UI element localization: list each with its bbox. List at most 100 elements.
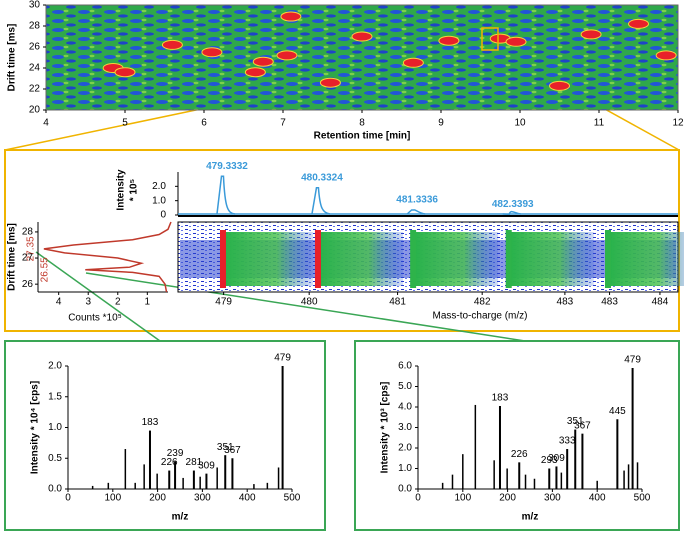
peak-label: 293 — [541, 455, 558, 466]
peak — [502, 210, 521, 216]
peak-label: 183 — [142, 417, 159, 428]
x-tick-label: 100 — [104, 493, 121, 504]
y-tick-label: 5.0 — [398, 381, 412, 392]
axis-title: Drift time [ms] — [7, 223, 18, 291]
spectrum-frame — [4, 340, 326, 531]
y-tick-label: 1.0 — [152, 195, 166, 206]
peak-label: 26.55 — [40, 257, 51, 282]
y-tick-label: 27 — [22, 253, 34, 264]
x-tick-label: 300 — [194, 493, 211, 504]
x-tick-label: 484 — [652, 297, 669, 308]
peak-label: 239 — [167, 448, 184, 459]
x-tick-label: 2 — [115, 297, 121, 308]
y-axis-title: Intensity — [116, 169, 127, 211]
axis-title: Intensity * 10⁴ [cps] — [30, 381, 41, 474]
peak-label: 309 — [548, 453, 565, 464]
y-tick-label: 0.5 — [48, 453, 62, 464]
peak — [406, 209, 426, 215]
y-tick-label: 1.0 — [398, 463, 412, 474]
axis-title: Drift time [ms] — [7, 24, 18, 92]
y-axis-title: * 10⁵ — [129, 178, 140, 201]
link-line — [85, 272, 526, 342]
hot-spot — [280, 11, 302, 22]
hot-spot — [276, 50, 298, 61]
hot-spot — [655, 50, 677, 61]
x-tick-label: 5 — [122, 118, 128, 129]
peak-label: 479 — [624, 355, 641, 366]
hot-spot — [580, 29, 602, 40]
axis-title: Intensity * 10³ [cps] — [380, 382, 391, 474]
mobility-trail — [413, 232, 499, 286]
x-tick-label: 500 — [284, 493, 301, 504]
y-tick-label: 2.0 — [48, 361, 62, 372]
peak-label: 226 — [511, 449, 528, 460]
hot-spot — [505, 36, 527, 47]
y-tick-label: 2.0 — [152, 181, 166, 192]
x-tick-label: 480 — [301, 297, 318, 308]
hot-spot — [402, 57, 424, 68]
x-tick-label: 9 — [438, 118, 444, 129]
peak-label: 351 — [567, 416, 584, 427]
x-axis-title: m/z — [522, 512, 539, 523]
x-tick-label: 4 — [56, 297, 62, 308]
y-tick-label: 6.0 — [398, 361, 412, 372]
x-axis-title: Counts *10⁵ — [68, 313, 122, 324]
mobility-stripe — [219, 230, 226, 288]
y-tick-label: 20 — [29, 105, 41, 116]
x-tick-label: 400 — [239, 493, 256, 504]
hot-spot — [252, 56, 274, 67]
y-tick-label: 3.0 — [398, 422, 412, 433]
hot-spot — [351, 31, 373, 42]
mobility-trail — [222, 232, 313, 286]
x-tick-label: 300 — [544, 493, 561, 504]
mobilogram — [43, 221, 172, 293]
y-tick-label: 1.0 — [48, 422, 62, 433]
x-tick-label: 8 — [359, 118, 365, 129]
x-tick-label: 479 — [215, 297, 232, 308]
x-axis-title: Mass-to-charge (m/z) — [432, 311, 527, 322]
y-tick-label: 0.0 — [398, 484, 412, 495]
hot-spot — [201, 47, 223, 58]
x-tick-label: 200 — [499, 493, 516, 504]
mobility-trail — [608, 232, 684, 286]
x-tick-label: 482 — [474, 297, 491, 308]
hot-spot — [161, 39, 183, 50]
peak-label: 482.3393 — [492, 199, 534, 210]
x-tick-label: 6 — [201, 118, 207, 129]
mobility-stripe — [410, 230, 417, 288]
hot-spot — [438, 35, 460, 46]
peak-label: 226 — [161, 457, 178, 468]
hot-spot — [319, 77, 341, 88]
x-axis-title: Retention time [min] — [314, 131, 411, 142]
x-tick-label: 0 — [415, 493, 421, 504]
heatmap-background — [45, 4, 679, 111]
mobility-trail — [317, 232, 403, 286]
x-tick-label: 11 — [594, 118, 605, 129]
x-tick-label: 1 — [145, 297, 151, 308]
mobility-stripe — [314, 230, 321, 288]
x-tick-label: 100 — [454, 493, 471, 504]
y-tick-label: 28 — [29, 21, 41, 32]
y-tick-label: 30 — [29, 0, 41, 11]
peak-label: 480.3324 — [301, 172, 343, 183]
hot-spot — [114, 67, 136, 78]
y-tick-label: 26 — [22, 279, 34, 290]
x-axis-title: m/z — [172, 512, 189, 523]
x-tick-label: 0 — [65, 493, 71, 504]
y-tick-label: 4.0 — [398, 402, 412, 413]
y-tick-label: 2.0 — [398, 443, 412, 454]
mobility-trail — [508, 232, 594, 286]
peak-label: 479 — [274, 353, 291, 364]
x-tick-label: 4 — [43, 118, 49, 129]
x-tick-label: 483 — [557, 297, 574, 308]
y-tick-label: 1.5 — [48, 391, 62, 402]
peak-label: 481.3336 — [396, 195, 438, 206]
x-tick-label: 200 — [149, 493, 166, 504]
peak-label: 333 — [559, 436, 576, 447]
hot-spot — [549, 80, 570, 91]
y-tick-label: 24 — [29, 63, 41, 74]
link-line — [35, 251, 161, 342]
x-tick-label: 500 — [634, 493, 651, 504]
peak-label: 367 — [224, 445, 241, 456]
hot-spot — [628, 18, 649, 29]
